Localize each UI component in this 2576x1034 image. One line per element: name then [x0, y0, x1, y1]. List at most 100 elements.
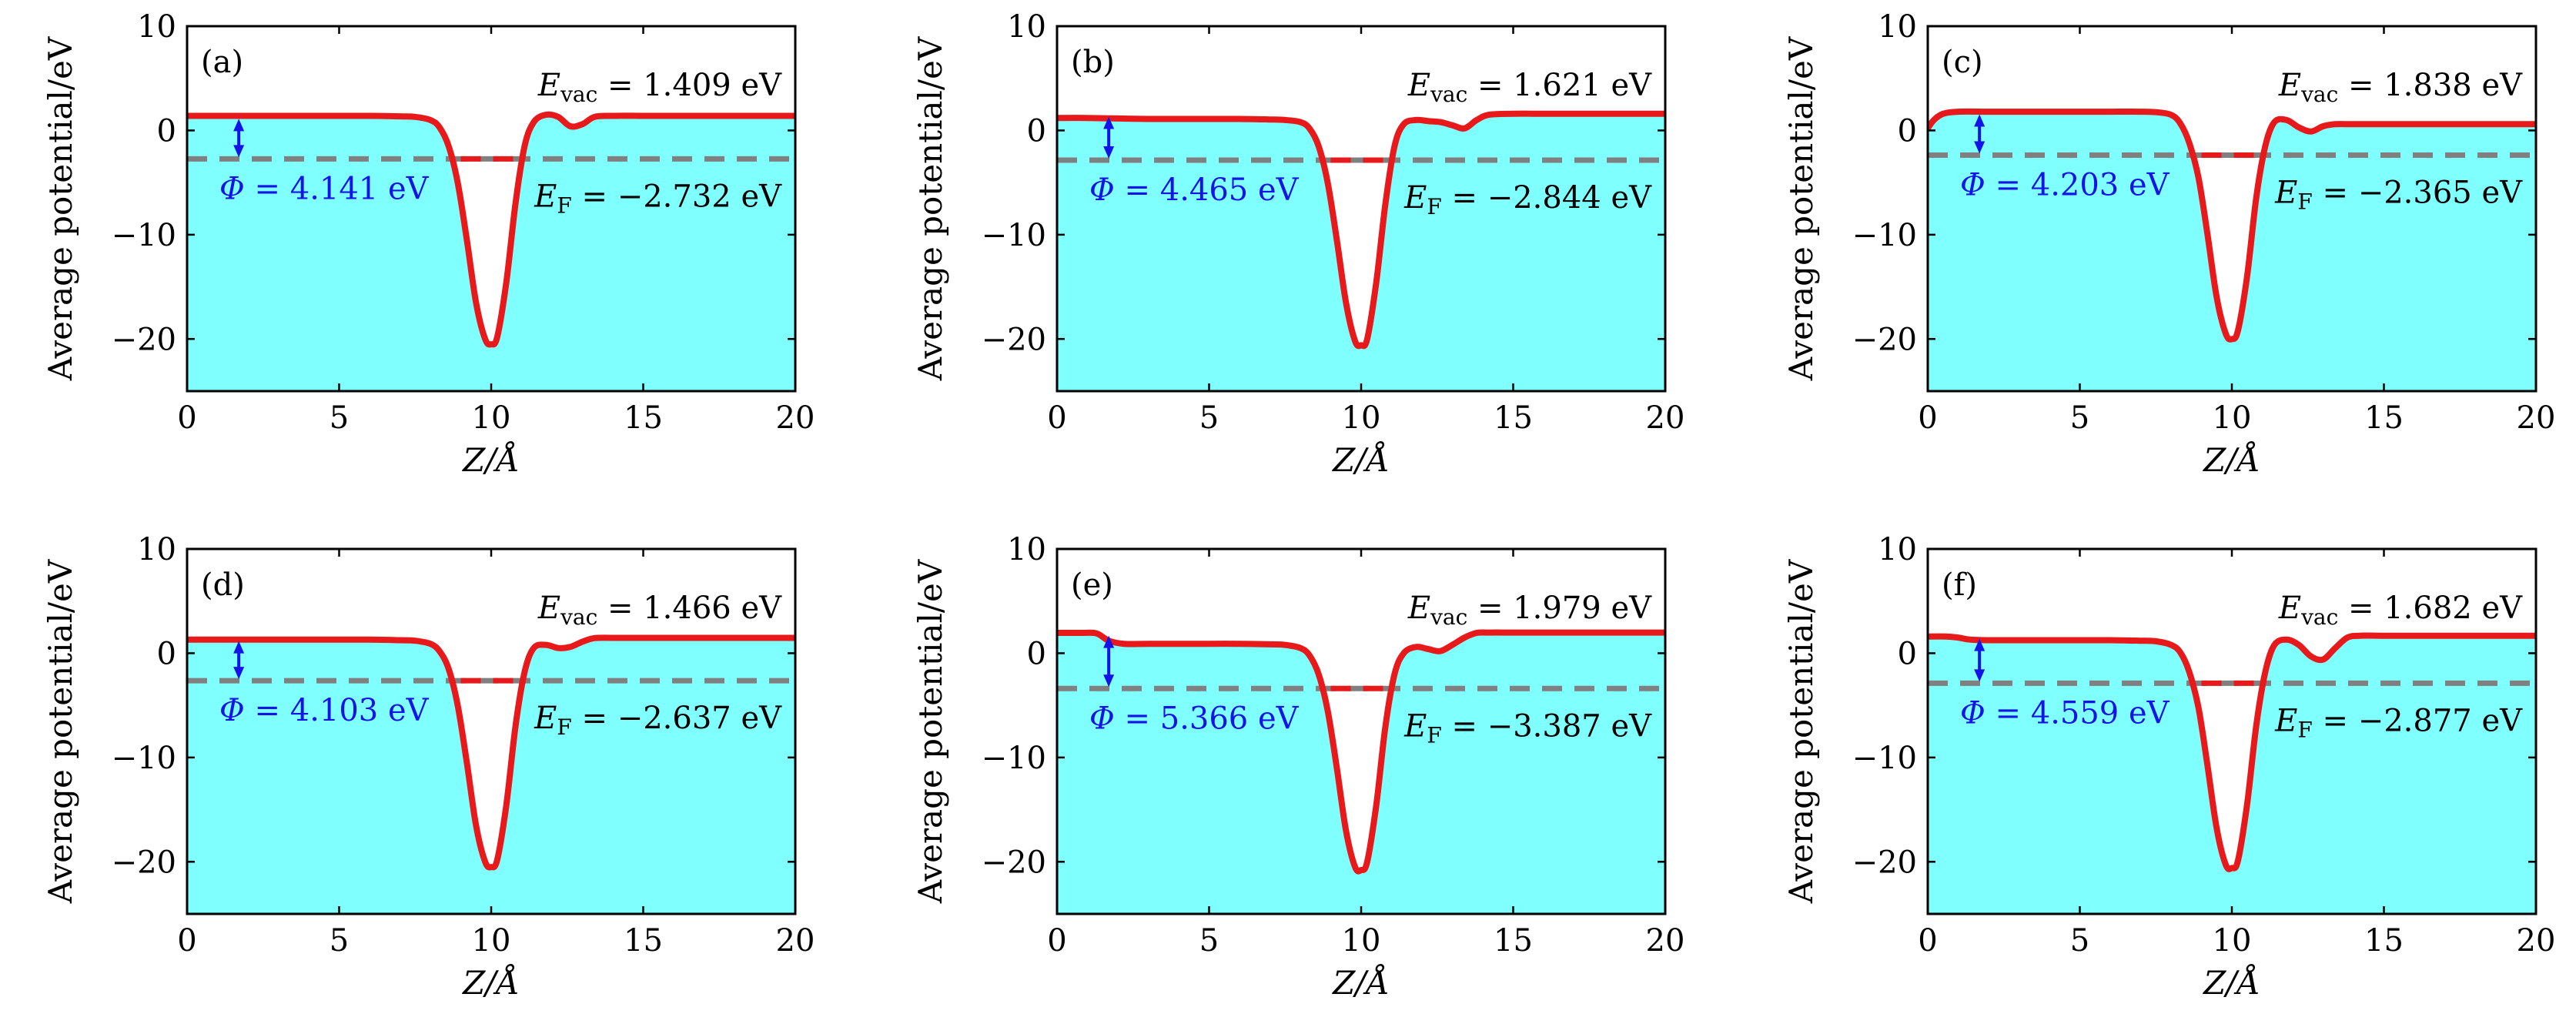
vac-symbol: E: [2278, 68, 2301, 103]
arrow-head-down: [1103, 146, 1115, 159]
phi-value: = 4.465 eV: [1115, 172, 1300, 208]
chart-panel-d: 0 5 10 15 20 −20 −10 0 10 Z/Å Average potential/eV…: [42, 532, 815, 1002]
potential-curve: [187, 111, 795, 348]
y-tick-label: −20: [1852, 845, 1917, 880]
y-tick-label: −10: [982, 741, 1046, 776]
fermi-value: = −2.732 eV: [572, 179, 782, 214]
fermi-symbol: E: [2274, 703, 2297, 738]
y-tick-label: 10: [1007, 532, 1046, 567]
y-tick-label: 10: [137, 9, 176, 45]
x-tick-label: 10: [1342, 400, 1381, 436]
x-tick-label: 15: [624, 923, 663, 959]
vac-value: = 1.409 eV: [597, 68, 782, 103]
work-function-annotation: Φ = 4.559 eV: [1960, 695, 2170, 731]
x-axis-label: Z/Å: [461, 963, 520, 1002]
vac-subscript: vac: [1430, 82, 1467, 107]
y-axis-label: Average potential/eV: [912, 559, 949, 904]
vacuum-level-annotation: Evac = 1.466 eV: [537, 591, 782, 630]
x-axis-label: Z/Å: [2202, 963, 2260, 1002]
y-tick-label: −10: [112, 741, 176, 776]
fermi-level-annotation: EF = −2.844 eV: [1403, 180, 1652, 219]
work-function-annotation: Φ = 4.103 eV: [219, 693, 430, 728]
vac-value: = 1.466 eV: [597, 591, 782, 626]
x-tick-label: 10: [472, 923, 511, 959]
fermi-value: = −2.637 eV: [572, 701, 782, 736]
x-tick-label: 5: [330, 923, 349, 959]
fermi-symbol: E: [1403, 708, 1427, 744]
fermi-value: = −2.844 eV: [1442, 180, 1652, 216]
x-tick-label: 5: [330, 400, 349, 436]
work-function-annotation: Φ = 4.203 eV: [1960, 167, 2170, 202]
x-tick-label: 15: [2364, 923, 2404, 959]
arrow-head-up: [233, 119, 245, 132]
fill-area: [1057, 632, 1665, 914]
fermi-level-annotation: EF = −3.387 eV: [1403, 708, 1652, 748]
x-tick-label: 10: [1342, 923, 1381, 959]
y-tick-label: 0: [1898, 113, 1917, 149]
x-tick-label: 5: [2070, 400, 2089, 436]
fermi-symbol: E: [534, 179, 557, 214]
fermi-symbol: E: [1403, 180, 1427, 216]
vac-subscript: vac: [2300, 604, 2338, 630]
x-axis-label: Z/Å: [1331, 963, 1390, 1002]
phi-symbol: Φ: [219, 693, 245, 728]
fermi-subscript: F: [1427, 194, 1441, 219]
fermi-subscript: F: [1427, 722, 1441, 748]
fill-area: [187, 637, 795, 914]
vac-symbol: E: [2278, 591, 2301, 626]
vacuum-level-annotation: Evac = 1.682 eV: [2278, 591, 2523, 630]
work-function-annotation: Φ = 4.465 eV: [1089, 172, 1300, 208]
arrow-head-up: [1103, 635, 1115, 648]
arrow-head-down: [1974, 669, 1986, 682]
vacuum-level-annotation: Evac = 1.621 eV: [1407, 68, 1652, 107]
y-tick-label: 10: [1007, 9, 1046, 45]
x-tick-label: 20: [1646, 923, 1685, 959]
panel-label: (f): [1942, 567, 1977, 603]
y-tick-label: −20: [112, 845, 176, 880]
phi-symbol: Φ: [1960, 695, 1986, 731]
y-tick-label: −10: [112, 218, 176, 253]
panel-label: (e): [1071, 567, 1113, 603]
vac-subscript: vac: [2300, 82, 2338, 107]
fermi-value: = −2.877 eV: [2313, 703, 2523, 738]
x-tick-label: 20: [776, 923, 815, 959]
vac-value: = 1.979 eV: [1467, 591, 1652, 626]
chart-panel-c: 0 5 10 15 20 −20 −10 0 10 Z/Å Average potential/eV…: [1782, 9, 2555, 479]
vacuum-level-annotation: Evac = 1.409 eV: [537, 68, 782, 107]
arrow-head-down: [233, 667, 245, 680]
vac-subscript: vac: [1430, 604, 1467, 630]
x-tick-label: 10: [2213, 923, 2252, 959]
phi-symbol: Φ: [1089, 172, 1115, 208]
arrow-head-up: [1103, 116, 1115, 129]
fermi-subscript: F: [2297, 717, 2312, 742]
y-tick-label: −10: [1852, 741, 1917, 776]
vac-symbol: E: [1407, 591, 1430, 626]
phi-value: = 4.203 eV: [1986, 167, 2170, 202]
potential-curve: [1928, 108, 2536, 343]
fermi-symbol: E: [534, 701, 557, 736]
chart-panel-a: 0 5 10 15 20 −20 −10 0 10 Z/Å Average potential/eV…: [42, 9, 815, 479]
chart-panel-f: 0 5 10 15 20 −20 −10 0 10 Z/Å Average potential/eV…: [1782, 532, 2555, 1002]
x-axis-label: Z/Å: [461, 440, 520, 479]
fermi-level-annotation: EF = −2.365 eV: [2274, 175, 2523, 214]
fermi-level-annotation: EF = −2.637 eV: [534, 701, 782, 740]
fermi-value: = −3.387 eV: [1442, 708, 1652, 744]
fill-area: [1928, 635, 2536, 914]
x-tick-label: 10: [472, 400, 511, 436]
work-function-annotation: Φ = 5.366 eV: [1089, 701, 1300, 736]
x-tick-label: 0: [177, 923, 196, 959]
phi-symbol: Φ: [1960, 167, 1986, 202]
y-axis-label: Average potential/eV: [1782, 36, 1820, 381]
phi-value: = 4.141 eV: [245, 171, 430, 206]
x-tick-label: 5: [2070, 923, 2089, 959]
y-tick-label: −20: [112, 322, 176, 357]
potential-curve: [1928, 632, 2536, 872]
x-tick-label: 20: [2517, 923, 2556, 959]
y-tick-label: 10: [1878, 532, 1917, 567]
y-axis-label: Average potential/eV: [42, 559, 79, 904]
panel-label: (c): [1942, 45, 1983, 80]
phi-value: = 4.103 eV: [245, 693, 430, 728]
chart-panel-e: 0 5 10 15 20 −20 −10 0 10 Z/Å Average potential/eV…: [912, 532, 1684, 1002]
y-axis-label: Average potential/eV: [42, 36, 79, 381]
